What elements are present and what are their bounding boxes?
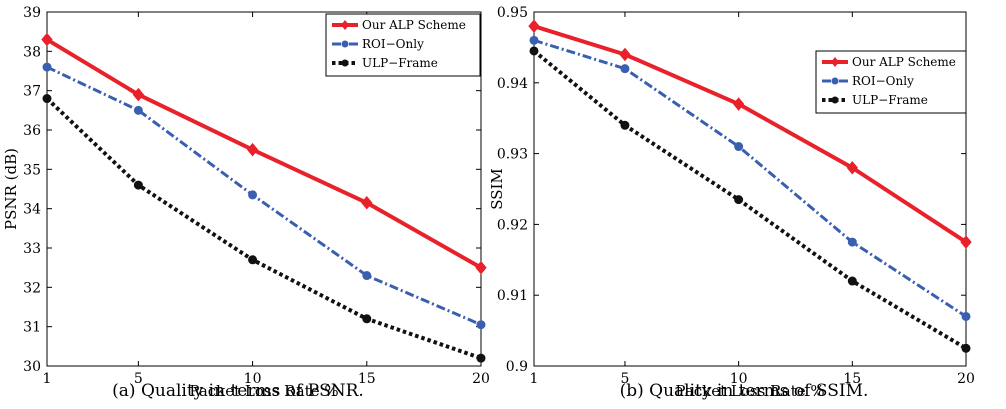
series-line-3 [45,97,482,361]
figure-caption: (b) Quality in terms of SSIM. [620,381,869,401]
data-point [529,35,539,45]
legend-label: Our ALP Scheme [852,55,956,69]
x-tick-label: 10 [244,371,262,387]
data-point [847,237,857,247]
x-tick-label: 15 [358,371,376,387]
y-tick-label: 0.91 [497,288,528,304]
y-tick-label: 34 [23,202,41,218]
data-point [133,105,143,115]
y-tick-label: 31 [23,320,41,336]
x-tick-label: 20 [472,371,490,387]
data-point [42,62,52,72]
legend: Our ALP Scheme ROI−Only ULP−Frame [325,13,481,77]
plot-frame [533,11,967,367]
data-point [528,19,540,33]
legend-label: Our ALP Scheme [362,18,466,32]
x-tick-label: 5 [620,371,629,387]
data-point [133,180,143,190]
data-point [529,46,539,56]
legend-label: ROI−Only [852,74,914,88]
y-tick-label: 37 [23,84,41,100]
x-tick-label: 20 [957,371,975,387]
figure-caption: (a) Quality in terms of PSNR. [112,381,364,401]
y-tick-label: 0.94 [497,76,528,92]
y-axis-label: SSIM [488,168,506,210]
legend-marker [341,20,349,30]
x-tick-label: 5 [134,371,143,387]
data-point [248,190,258,200]
data-point [476,320,486,330]
data-point [961,311,971,321]
x-axis-label: Packet Loss Rate % [675,382,824,400]
legend-marker [831,96,839,104]
data-point [41,32,53,47]
legend: Our ALP Scheme ROI−Only ULP−Frame [815,50,967,114]
data-point [620,120,630,130]
y-tick-label: 36 [23,123,41,139]
data-point [847,276,857,286]
x-axis-label: Packet Loss Rate % [189,382,338,400]
plot-frame [46,11,482,367]
y-tick-label: 0.92 [497,217,528,233]
data-point [734,195,744,205]
legend-label: ULP−Frame [852,93,928,107]
data-point [132,87,145,102]
data-point [246,142,259,157]
y-tick-label: 33 [23,241,41,257]
data-point [846,160,858,175]
data-point [961,343,971,353]
data-point [732,97,745,111]
legend-marker [831,57,839,67]
x-tick-label: 15 [843,371,861,387]
legend-marker [831,77,839,85]
data-point [362,271,372,281]
x-tick-label: 10 [730,371,748,387]
y-tick-label: 0.9 [506,359,528,375]
legend-marker [341,40,349,48]
y-tick-label: 39 [23,5,41,21]
y-tick-label: 35 [23,162,41,178]
data-point [619,47,631,62]
data-point [42,94,52,104]
y-tick-label: 38 [23,44,41,60]
data-point [620,64,630,74]
data-point [734,142,744,152]
x-tick-label: 1 [530,371,539,387]
series-line-2 [46,65,482,327]
x-tick-label: 1 [43,371,52,387]
data-point [361,195,373,210]
series-line-3 [532,49,968,351]
legend-label: ROI−Only [362,37,424,51]
data-point [362,314,372,324]
y-tick-label: 0.95 [497,5,528,21]
data-point [475,260,487,275]
legend-label: ULP−Frame [362,56,438,70]
data-point [476,353,486,363]
legend-marker [341,59,349,67]
y-axis-label: PSNR (dB) [2,148,20,230]
y-tick-label: 0.93 [497,147,528,163]
data-point [248,255,258,265]
y-tick-label: 32 [23,280,41,296]
data-point [960,235,972,249]
y-tick-label: 30 [23,359,41,375]
